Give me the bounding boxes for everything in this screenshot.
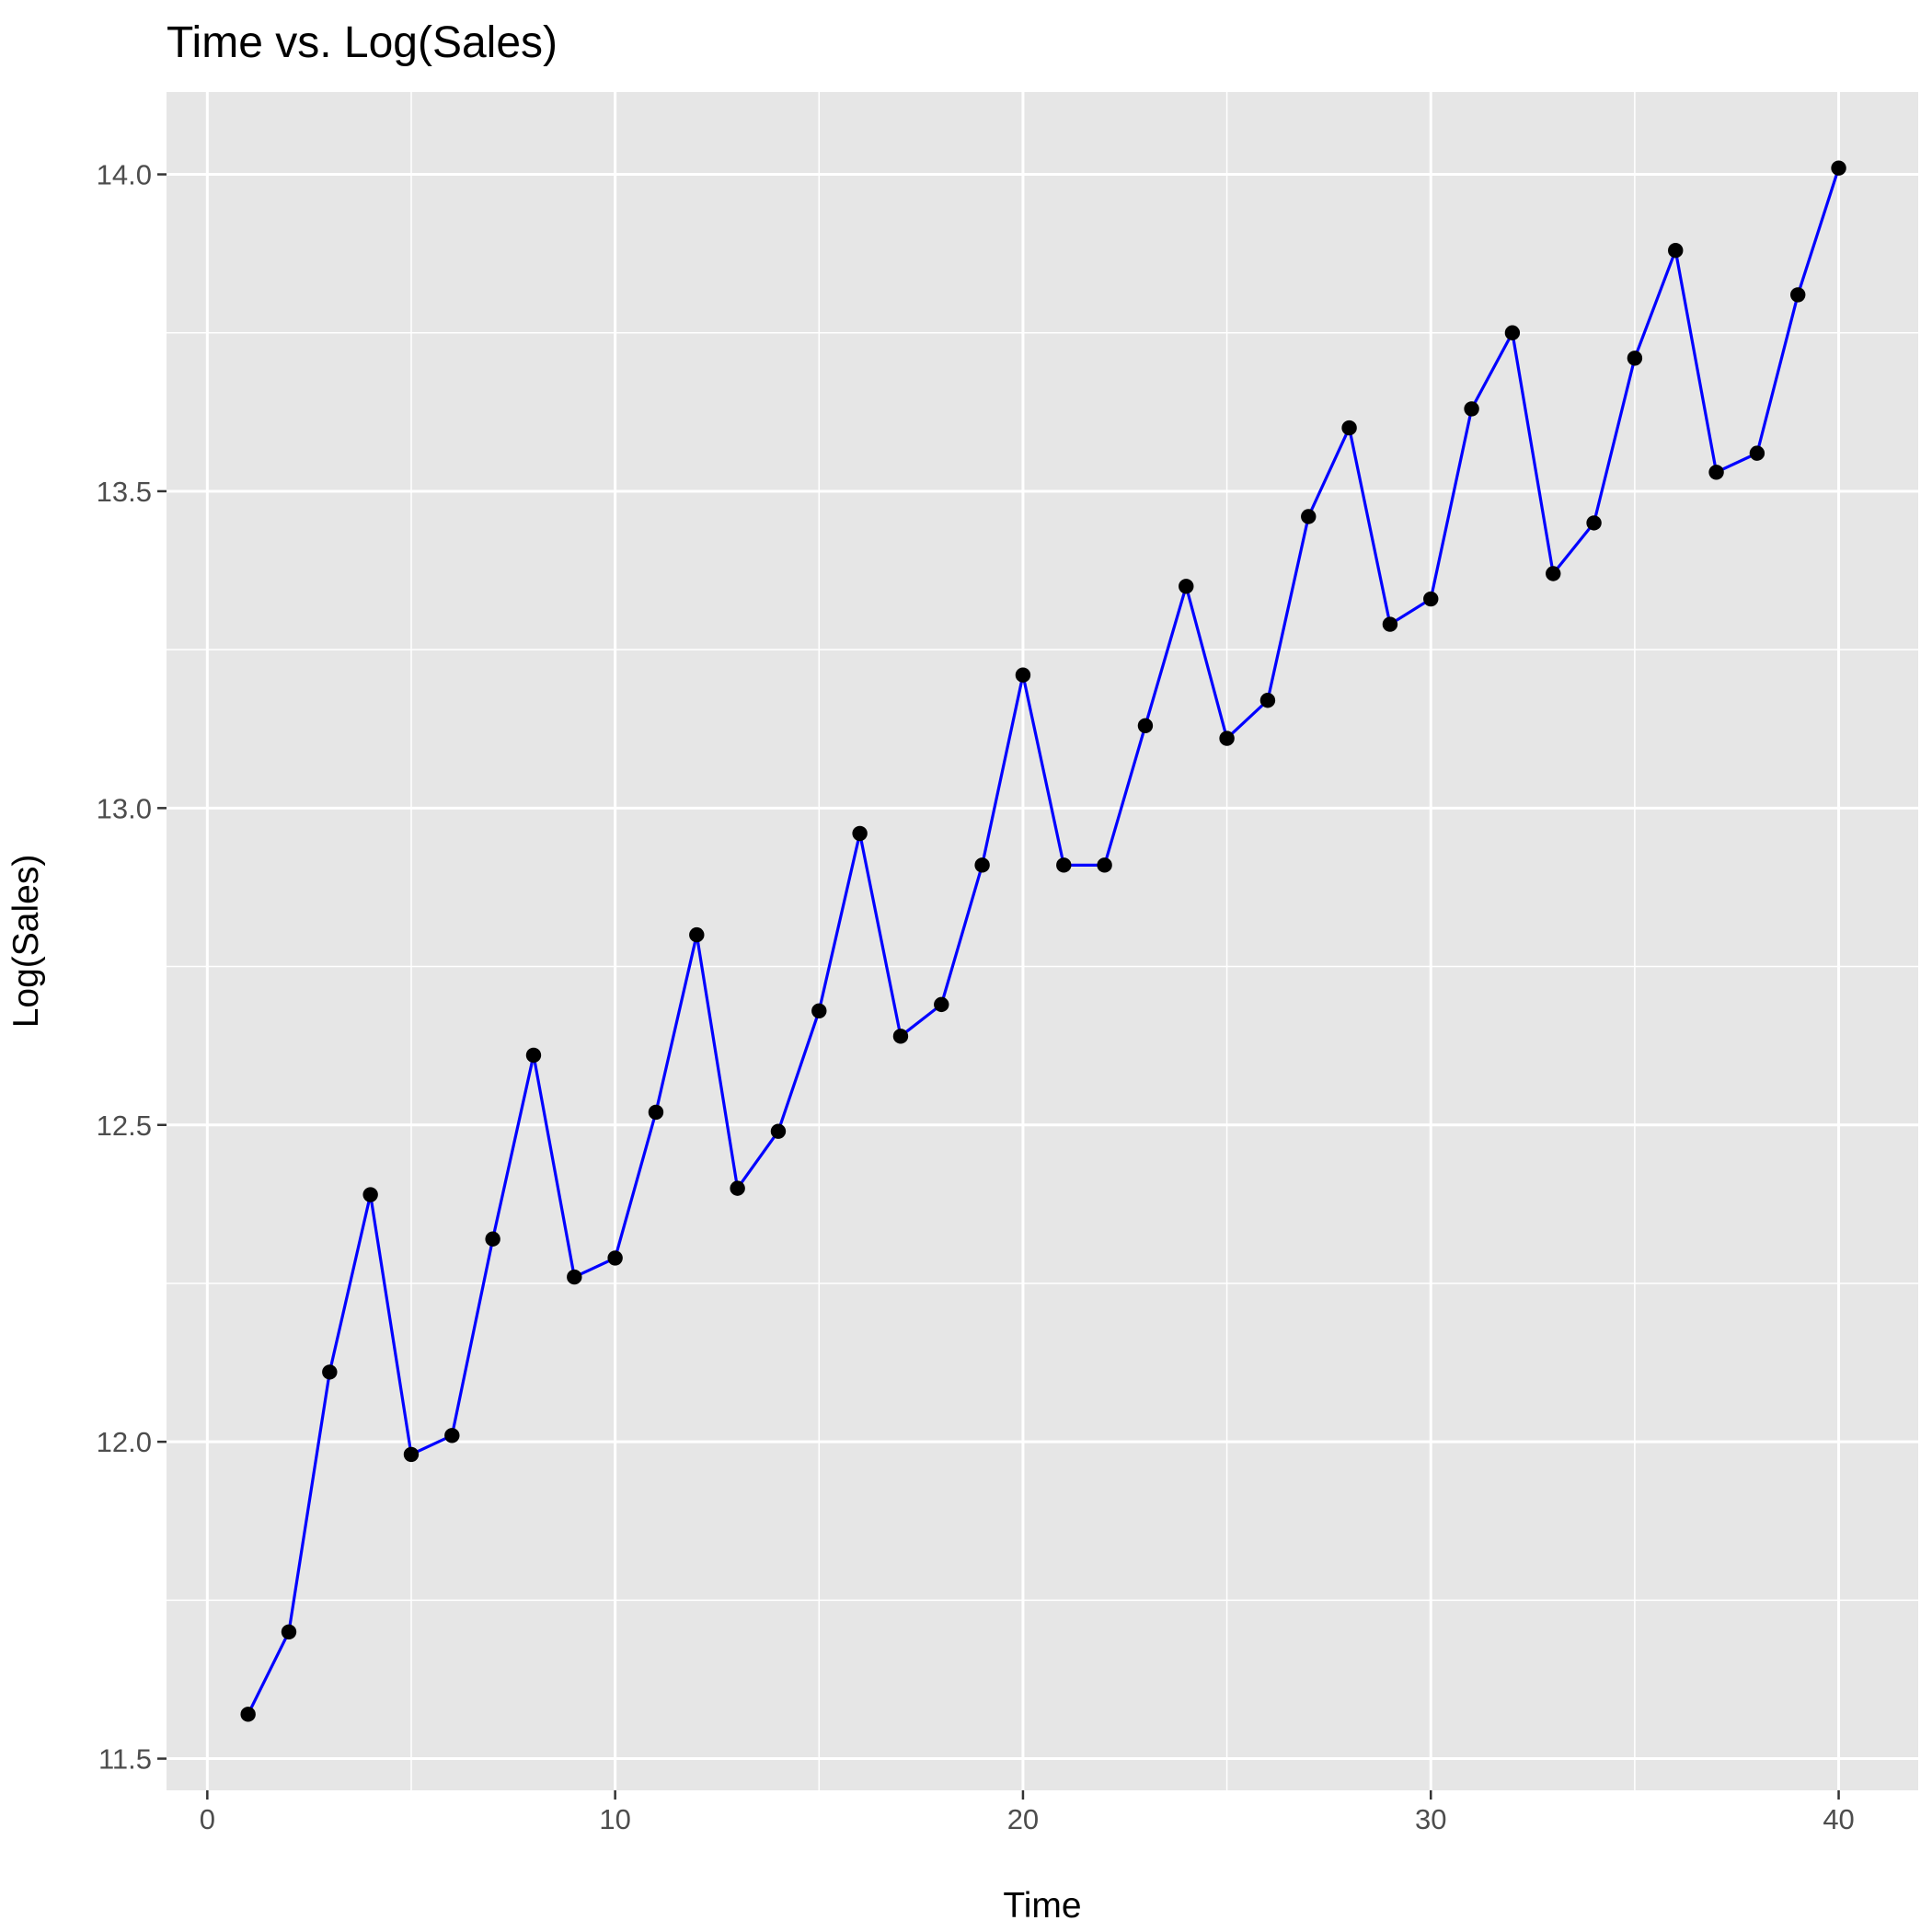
chart-title: Time vs. Log(Sales): [167, 18, 558, 67]
data-point: [1382, 616, 1398, 632]
data-point: [1504, 325, 1521, 340]
x-tick-label: 0: [200, 1803, 215, 1835]
y-tick-label: 12.5: [97, 1110, 152, 1142]
data-point: [1586, 515, 1602, 531]
data-point: [1097, 857, 1112, 873]
data-point: [648, 1104, 664, 1121]
minor-gridlines: [167, 92, 1918, 1790]
data-point: [403, 1446, 420, 1463]
x-tick-label: 30: [1415, 1803, 1446, 1835]
data-point: [689, 926, 705, 943]
data-point: [1219, 730, 1235, 746]
data-point: [770, 1123, 787, 1139]
data-point: [1668, 243, 1684, 259]
data-point: [567, 1269, 582, 1285]
data-point: [1056, 857, 1072, 873]
y-axis: 11.5 12.0 12.5 13.0 13.5 14.0: [97, 159, 167, 1776]
data-point: [852, 825, 868, 842]
data-point: [934, 996, 949, 1013]
data-point: [974, 857, 990, 873]
y-tick-label: 13.0: [97, 792, 152, 824]
data-point: [1790, 287, 1806, 303]
major-gridlines: [167, 92, 1918, 1790]
data-point: [1015, 667, 1031, 683]
x-tick-label: 10: [599, 1803, 630, 1835]
data-point: [892, 1029, 909, 1044]
y-axis-title: Log(Sales): [6, 855, 46, 1029]
y-tick-label: 11.5: [98, 1743, 152, 1776]
data-point: [1749, 445, 1765, 461]
data-point: [1423, 591, 1439, 607]
data-point: [811, 1003, 827, 1018]
x-tick-label: 40: [1823, 1803, 1854, 1835]
data-point: [607, 1250, 623, 1266]
data-point: [1137, 718, 1154, 734]
data-point: [281, 1624, 297, 1639]
data-point: [1259, 693, 1276, 708]
series-line: [247, 167, 1841, 1716]
data-point: [322, 1364, 338, 1380]
y-tick-label: 12.0: [97, 1426, 152, 1458]
y-tick-label: 13.5: [97, 476, 152, 508]
data-point: [1546, 566, 1561, 581]
data-point: [730, 1180, 745, 1196]
data-point: [362, 1187, 378, 1202]
data-point: [1464, 401, 1479, 417]
data-point: [1301, 509, 1317, 524]
data-point: [1708, 465, 1724, 480]
data-point: [1179, 579, 1194, 594]
x-axis-title: Time: [1003, 1886, 1081, 1926]
data-point: [525, 1047, 542, 1064]
data-points: [240, 160, 1846, 1722]
data-point: [1341, 420, 1357, 436]
plot-panel: [167, 92, 1918, 1790]
data-point: [240, 1707, 256, 1722]
data-point: [485, 1231, 500, 1247]
x-tick-label: 20: [1007, 1803, 1039, 1835]
data-point: [444, 1428, 460, 1443]
data-point: [1831, 160, 1846, 176]
x-axis: 0 10 20 30 40: [200, 1790, 1855, 1835]
data-point: [1627, 351, 1643, 366]
y-tick-label: 14.0: [97, 159, 152, 191]
